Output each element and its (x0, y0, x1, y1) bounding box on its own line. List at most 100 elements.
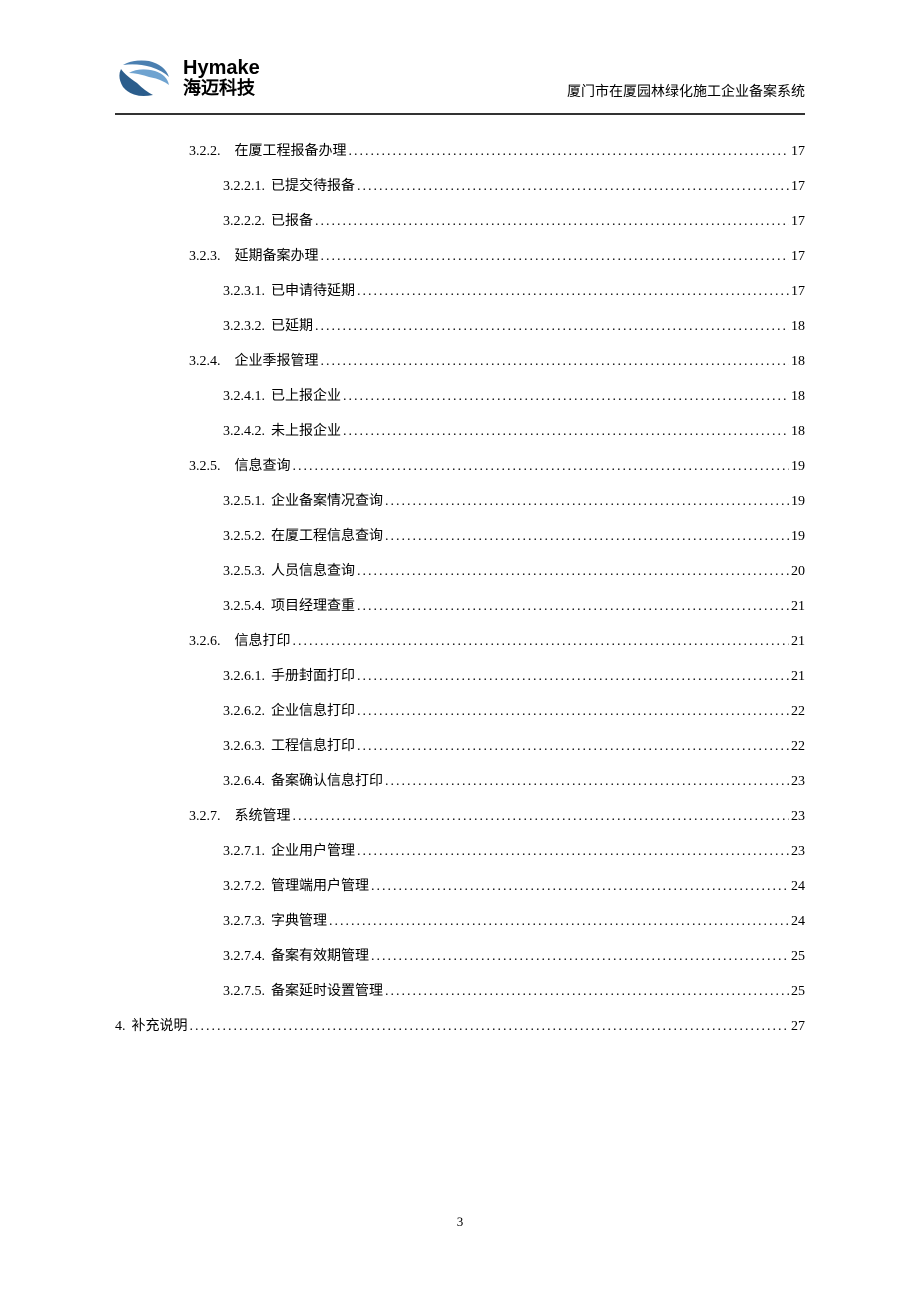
toc-label: 已延期 (271, 320, 313, 334)
toc-entry[interactable]: 4.补充说明..................................… (115, 1020, 805, 1034)
toc-leader-dots: ........................................… (385, 775, 789, 789)
toc-entry[interactable]: 3.2.3.1.已申请待延期..........................… (115, 285, 805, 299)
toc-number: 3.2.5.1. (223, 495, 265, 509)
toc-number: 3.2.7. (189, 810, 221, 824)
toc-label: 已上报企业 (271, 390, 341, 404)
toc-label: 项目经理查重 (271, 600, 355, 614)
toc-page-number: 21 (791, 635, 805, 649)
toc-entry[interactable]: 3.2.3.2. 已延期.............................… (115, 320, 805, 334)
toc-number: 3.2.2.2. (223, 215, 265, 229)
toc-label: 企业备案情况查询 (271, 495, 383, 509)
toc-label: 未上报企业 (271, 425, 341, 439)
toc-entry[interactable]: 3.2.7.4.备案有效期管理.........................… (115, 950, 805, 964)
toc-entry[interactable]: 3.2.6.1.手册封面打印..........................… (115, 670, 805, 684)
toc-number: 3.2.4. (189, 355, 221, 369)
toc-number: 3.2.5.3. (223, 565, 265, 579)
toc-leader-dots: ........................................… (357, 565, 789, 579)
toc-label: 补充说明 (132, 1020, 188, 1034)
toc-page-number: 25 (791, 985, 805, 999)
toc-number: 3.2.5.4. (223, 600, 265, 614)
toc-leader-dots: ........................................… (385, 495, 789, 509)
toc-label: 备案确认信息打印 (271, 775, 383, 789)
toc-page-number: 19 (791, 460, 805, 474)
toc-label: 企业季报管理 (235, 355, 319, 369)
toc-leader-dots: ........................................… (357, 670, 789, 684)
company-logo: Hymake 海迈科技 (115, 55, 260, 101)
toc-leader-dots: ........................................… (321, 250, 790, 264)
page-header: Hymake 海迈科技 厦门市在厦园林绿化施工企业备案系统 (115, 55, 805, 115)
toc-number: 3.2.5. (189, 460, 221, 474)
toc-entry[interactable]: 3.2.5.1. 企业备案情况查询........................… (115, 495, 805, 509)
toc-label: 在厦工程报备办理 (235, 145, 347, 159)
toc-entry[interactable]: 3.2.7.系统管理..............................… (115, 810, 805, 824)
toc-page-number: 18 (791, 425, 805, 439)
toc-entry[interactable]: 3.2.5.4. 项目经理查重..........................… (115, 600, 805, 614)
toc-entry[interactable]: 3.2.2.在厦工程报备办理..........................… (115, 145, 805, 159)
toc-page-number: 21 (791, 670, 805, 684)
toc-label: 已报备 (271, 215, 313, 229)
toc-entry[interactable]: 3.2.4.2. 未上报企业...........................… (115, 425, 805, 439)
toc-page-number: 17 (791, 145, 805, 159)
toc-page-number: 17 (791, 180, 805, 194)
toc-leader-dots: ........................................… (343, 390, 789, 404)
toc-number: 3.2.6.2. (223, 705, 265, 719)
toc-entry[interactable]: 3.2.6.信息打印..............................… (115, 635, 805, 649)
toc-leader-dots: ........................................… (385, 530, 789, 544)
toc-label: 备案有效期管理 (271, 950, 369, 964)
toc-leader-dots: ........................................… (293, 460, 790, 474)
toc-number: 3.2.2.1. (223, 180, 265, 194)
toc-label: 延期备案办理 (235, 250, 319, 264)
toc-page-number: 24 (791, 880, 805, 894)
toc-entry[interactable]: 3.2.4.企业季报管理............................… (115, 355, 805, 369)
logo-english-name: Hymake (183, 57, 260, 79)
toc-leader-dots: ........................................… (315, 215, 789, 229)
toc-leader-dots: ........................................… (315, 320, 789, 334)
toc-page-number: 22 (791, 705, 805, 719)
toc-entry[interactable]: 3.2.5. 信息查询..............................… (115, 460, 805, 474)
toc-page-number: 19 (791, 530, 805, 544)
document-page: Hymake 海迈科技 厦门市在厦园林绿化施工企业备案系统 3.2.2.在厦工程… (0, 0, 920, 1034)
toc-label: 已提交待报备 (271, 180, 355, 194)
toc-label: 企业用户管理 (271, 845, 355, 859)
toc-number: 3.2.6.1. (223, 670, 265, 684)
toc-page-number: 25 (791, 950, 805, 964)
document-title: 厦门市在厦园林绿化施工企业备案系统 (567, 81, 805, 101)
hymake-logo-icon (115, 55, 173, 101)
toc-entry[interactable]: 3.2.6.3.工程信息打印..........................… (115, 740, 805, 754)
toc-number: 3.2.7.1. (223, 845, 265, 859)
toc-page-number: 20 (791, 565, 805, 579)
logo-text-block: Hymake 海迈科技 (183, 57, 260, 99)
toc-entry[interactable]: 3.2.6.4.备案确认信息打印........................… (115, 775, 805, 789)
toc-entry[interactable]: 3.2.2.2. 已报备.............................… (115, 215, 805, 229)
toc-label: 备案延时设置管理 (271, 985, 383, 999)
toc-number: 3.2.3.2. (223, 320, 265, 334)
toc-leader-dots: ........................................… (357, 180, 789, 194)
toc-leader-dots: ........................................… (357, 600, 789, 614)
toc-page-number: 18 (791, 320, 805, 334)
toc-entry[interactable]: 3.2.7.5.备案延时设置管理........................… (115, 985, 805, 999)
toc-number: 3.2.3.1. (223, 285, 265, 299)
toc-entry[interactable]: 3.2.3. 延期备案办理............................… (115, 250, 805, 264)
toc-entry[interactable]: 3.2.6.2.企业信息打印..........................… (115, 705, 805, 719)
toc-entry[interactable]: 3.2.2.1. 已提交待报备..........................… (115, 180, 805, 194)
toc-entry[interactable]: 3.2.4.1.已上报企业...........................… (115, 390, 805, 404)
toc-number: 3.2.3. (189, 250, 221, 264)
toc-number: 3.2.5.2. (223, 530, 265, 544)
logo-chinese-name: 海迈科技 (183, 79, 260, 99)
toc-page-number: 17 (791, 215, 805, 229)
toc-number: 3.2.7.2. (223, 880, 265, 894)
toc-entry[interactable]: 3.2.7.3.字典管理............................… (115, 915, 805, 929)
toc-entry[interactable]: 3.2.7.2.管理端用户管理.........................… (115, 880, 805, 894)
toc-leader-dots: ........................................… (371, 880, 789, 894)
toc-page-number: 19 (791, 495, 805, 509)
toc-entry[interactable]: 3.2.7.1.企业用户管理..........................… (115, 845, 805, 859)
toc-page-number: 23 (791, 775, 805, 789)
toc-entry[interactable]: 3.2.5.2.在厦工程信息查询........................… (115, 530, 805, 544)
toc-leader-dots: ........................................… (343, 425, 789, 439)
toc-entry[interactable]: 3.2.5.3.人员信息查询..........................… (115, 565, 805, 579)
toc-label: 信息查询 (235, 460, 291, 474)
toc-page-number: 23 (791, 845, 805, 859)
toc-leader-dots: ........................................… (293, 810, 790, 824)
toc-leader-dots: ........................................… (357, 740, 789, 754)
toc-number: 3.2.4.2. (223, 425, 265, 439)
